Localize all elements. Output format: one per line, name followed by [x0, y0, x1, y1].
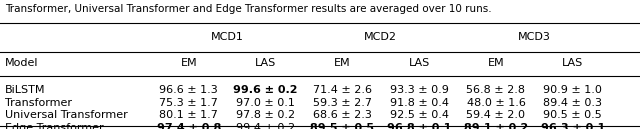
Text: 91.8 ± 0.4: 91.8 ± 0.4	[390, 98, 449, 108]
Text: 99.6 ± 0.2: 99.6 ± 0.2	[234, 85, 298, 95]
Text: 68.6 ± 2.3: 68.6 ± 2.3	[313, 110, 372, 120]
Text: 56.8 ± 2.8: 56.8 ± 2.8	[467, 85, 525, 95]
Text: 90.5 ± 0.5: 90.5 ± 0.5	[543, 110, 602, 120]
Text: 89.5 ± 0.5: 89.5 ± 0.5	[310, 123, 374, 129]
Text: LAS: LAS	[255, 58, 276, 68]
Text: Transformer, Universal Transformer and Edge Transformer results are averaged ove: Transformer, Universal Transformer and E…	[5, 4, 492, 14]
Text: 59.4 ± 2.0: 59.4 ± 2.0	[467, 110, 525, 120]
Text: 59.3 ± 2.7: 59.3 ± 2.7	[313, 98, 372, 108]
Text: 99.4 ± 0.2: 99.4 ± 0.2	[236, 123, 295, 129]
Text: 90.9 ± 1.0: 90.9 ± 1.0	[543, 85, 602, 95]
Text: MCD2: MCD2	[364, 32, 397, 42]
Text: 92.5 ± 0.4: 92.5 ± 0.4	[390, 110, 449, 120]
Text: 93.3 ± 0.9: 93.3 ± 0.9	[390, 85, 449, 95]
Text: MCD1: MCD1	[211, 32, 244, 42]
Text: 96.8 ± 0.1: 96.8 ± 0.1	[387, 123, 451, 129]
Text: 80.1 ± 1.7: 80.1 ± 1.7	[159, 110, 218, 120]
Text: 97.8 ± 0.2: 97.8 ± 0.2	[236, 110, 295, 120]
Text: BiLSTM: BiLSTM	[5, 85, 45, 95]
Text: Model: Model	[5, 58, 38, 68]
Text: 97.0 ± 0.1: 97.0 ± 0.1	[236, 98, 295, 108]
Text: Edge Transformer: Edge Transformer	[5, 123, 104, 129]
Text: EM: EM	[488, 58, 504, 68]
Text: 89.1 ± 0.2: 89.1 ± 0.2	[464, 123, 528, 129]
Text: 48.0 ± 1.6: 48.0 ± 1.6	[467, 98, 525, 108]
Text: 96.6 ± 1.3: 96.6 ± 1.3	[159, 85, 218, 95]
Text: 96.3 ± 0.1: 96.3 ± 0.1	[541, 123, 605, 129]
Text: 71.4 ± 2.6: 71.4 ± 2.6	[313, 85, 372, 95]
Text: EM: EM	[180, 58, 197, 68]
Text: 89.4 ± 0.3: 89.4 ± 0.3	[543, 98, 602, 108]
Text: LAS: LAS	[408, 58, 430, 68]
Text: MCD3: MCD3	[518, 32, 551, 42]
Text: Transformer: Transformer	[5, 98, 72, 108]
Text: Universal Transformer: Universal Transformer	[5, 110, 128, 120]
Text: 75.3 ± 1.7: 75.3 ± 1.7	[159, 98, 218, 108]
Text: LAS: LAS	[562, 58, 584, 68]
Text: 97.4 ± 0.8: 97.4 ± 0.8	[157, 123, 221, 129]
Text: EM: EM	[334, 58, 351, 68]
